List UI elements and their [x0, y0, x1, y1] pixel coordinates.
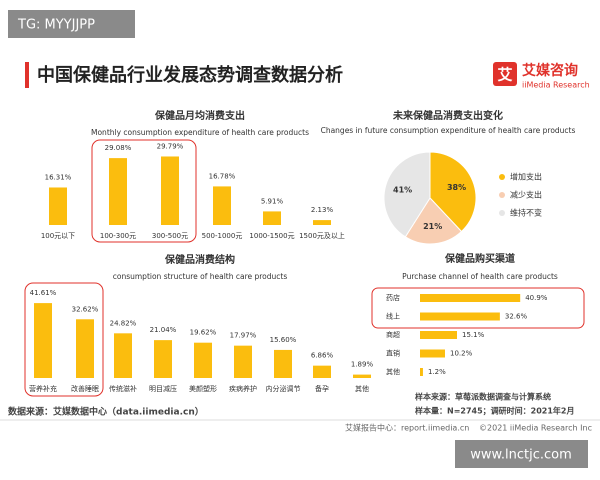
bar: [420, 331, 457, 339]
y-tick-label: 线上: [386, 312, 400, 321]
x-tick-label: 1500元及以上: [299, 231, 345, 240]
value-label: 16.31%: [45, 173, 72, 181]
x-tick-label: 300-500元: [152, 232, 188, 240]
value-label: 21%: [423, 222, 442, 231]
bar: [353, 374, 371, 378]
legend-swatch: [499, 192, 505, 198]
value-label: 29.79%: [157, 142, 184, 150]
watermark-box: [8, 10, 135, 38]
legend-label: 减少支出: [510, 190, 542, 200]
value-label: 29.08%: [105, 144, 132, 152]
value-label: 6.86%: [311, 352, 334, 360]
x-tick-label: 美颜塑形: [189, 384, 217, 393]
sample-source: 样本来源：草莓派数据调查与计算系统: [415, 392, 551, 402]
legend-swatch: [499, 174, 505, 180]
bar: [420, 312, 500, 321]
bar: [49, 187, 67, 225]
pie-slice: [383, 151, 431, 238]
copyright: ©2021 iiMedia Research Inc: [479, 424, 592, 433]
x-tick-label: 传统滋补: [109, 384, 137, 393]
site-box: [455, 440, 588, 468]
chart-title: 保健品消费结构: [164, 253, 235, 266]
site: www.lnctjc.com: [470, 448, 572, 463]
bar: [109, 158, 127, 225]
bar: [420, 368, 423, 376]
pie-slice: [429, 151, 477, 233]
bar: [263, 211, 281, 225]
brand-en: iiMedia Research: [522, 81, 590, 90]
value-label: 38%: [447, 183, 466, 192]
value-label: 16.78%: [209, 172, 236, 180]
bar: [313, 365, 331, 378]
legend-swatch: [499, 210, 505, 216]
chart-title: 保健品月均消费支出: [154, 109, 245, 122]
bar: [154, 340, 172, 378]
x-tick-label: 备孕: [315, 384, 329, 393]
bar: [274, 349, 292, 378]
chart-title: 保健品购买渠道: [444, 252, 515, 265]
x-tick-label: 500-1000元: [202, 232, 243, 240]
data-source: 数据来源：艾媒数据中心（data.iimedia.cn）: [8, 406, 204, 418]
x-tick-label: 其他: [355, 384, 369, 393]
chart-subtitle: consumption structure of health care pro…: [113, 272, 288, 281]
x-tick-label: 内分泌调节: [266, 384, 301, 393]
chart-subtitle: Purchase channel of health care products: [402, 272, 558, 281]
y-tick-label: 直销: [386, 349, 400, 358]
report-center: 艾媒报告中心：report.iimedia.cn: [345, 423, 469, 433]
value-label: 1.2%: [428, 368, 446, 376]
logo-box: [493, 62, 517, 86]
bar: [34, 303, 52, 378]
highlight-box: [371, 287, 585, 329]
chart-title: 未来保健品消费支出变化: [392, 109, 503, 122]
value-label: 17.97%: [230, 332, 257, 340]
x-tick-label: 100-300元: [100, 232, 136, 240]
bar: [420, 294, 521, 302]
x-tick-label: 明目减压: [149, 384, 177, 393]
bar: [234, 345, 252, 378]
page-title: 中国保健品行业发展态势调查数据分析: [37, 64, 343, 86]
y-tick-label: 药店: [386, 293, 400, 302]
highlight-box: [91, 139, 197, 243]
bar: [161, 156, 179, 225]
value-label: 19.62%: [190, 329, 217, 337]
sample-size: 样本量：N=2745；调研时间：2021年2月: [415, 406, 575, 417]
value-label: 24.82%: [110, 319, 137, 327]
bar: [194, 342, 212, 378]
bar: [76, 319, 94, 378]
watermark: TG: MYYJJPP: [17, 18, 95, 33]
x-tick-label: 改善睡眠: [71, 384, 99, 393]
x-tick-label: 100元以下: [41, 232, 75, 240]
value-label: 21.04%: [150, 326, 177, 334]
bar: [313, 220, 331, 225]
value-label: 2.13%: [311, 206, 334, 214]
bar: [213, 186, 231, 225]
title-bar: [25, 62, 29, 88]
chart-subtitle: Monthly consumption expenditure of healt…: [91, 128, 309, 137]
value-label: 5.91%: [261, 197, 284, 205]
pie-slice: [404, 197, 463, 245]
y-tick-label: 其他: [386, 367, 400, 376]
value-label: 41%: [393, 186, 412, 195]
highlight-box: [24, 282, 104, 397]
legend-label: 维持不变: [510, 208, 542, 218]
value-label: 15.60%: [270, 336, 297, 344]
chart-subtitle: Changes in future consumption expenditur…: [321, 126, 576, 135]
value-label: 1.89%: [351, 361, 374, 369]
value-label: 40.9%: [525, 294, 548, 302]
value-label: 32.6%: [505, 313, 528, 321]
x-tick-label: 疾病养护: [229, 384, 257, 393]
bar: [114, 333, 132, 378]
y-tick-label: 商超: [386, 330, 400, 339]
x-tick-label: 1000-1500元: [249, 232, 294, 240]
brand: 艾媒咨询: [522, 62, 578, 79]
logo: 艾: [497, 66, 512, 84]
bar: [420, 349, 445, 358]
value-label: 41.61%: [30, 289, 57, 297]
value-label: 10.2%: [450, 350, 473, 358]
value-label: 32.62%: [72, 305, 99, 313]
legend-label: 增加支出: [510, 172, 542, 182]
x-tick-label: 营养补充: [29, 384, 57, 393]
value-label: 15.1%: [462, 331, 485, 339]
